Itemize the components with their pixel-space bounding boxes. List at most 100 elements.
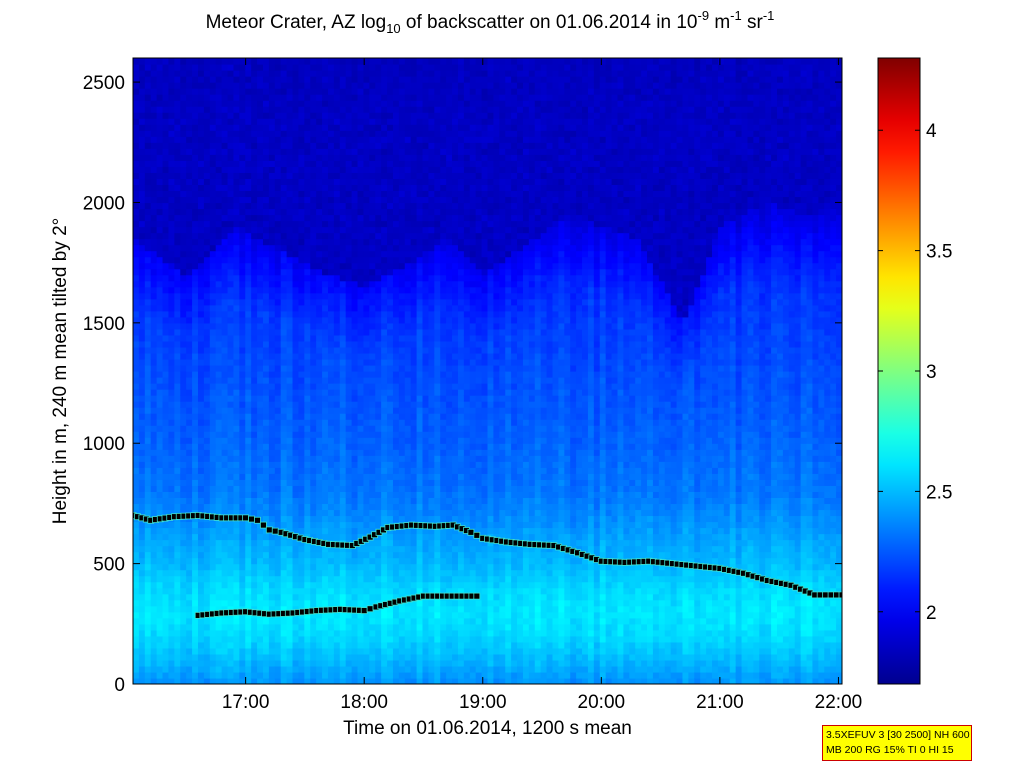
- heatmap-cell: [333, 196, 341, 204]
- heatmap-cell: [233, 196, 240, 204]
- heatmap-cell: [197, 623, 205, 631]
- heatmap-cell: [174, 298, 181, 306]
- heatmap-cell: [168, 605, 175, 613]
- heatmap-cell: [197, 371, 205, 378]
- heatmap-cell: [333, 148, 341, 155]
- heatmap-cell: [357, 316, 365, 324]
- heatmap-cell: [251, 455, 258, 462]
- heatmap-cell: [262, 617, 270, 625]
- heatmap-cell: [257, 298, 264, 306]
- heatmap-cell: [351, 587, 359, 595]
- heatmap-cell: [192, 184, 199, 192]
- heatmap-cell: [351, 611, 359, 619]
- heatmap-cell: [339, 677, 347, 684]
- heatmap-cell: [227, 467, 235, 474]
- heatmap-cell: [410, 413, 418, 420]
- heatmap-cell: [257, 539, 264, 547]
- heatmap-cell: [192, 533, 199, 541]
- heatmap-cell: [221, 473, 229, 480]
- heatmap-cell: [174, 497, 181, 505]
- heatmap-cell: [274, 629, 282, 637]
- heatmap-cell: [203, 298, 211, 306]
- heatmap-cell: [168, 340, 175, 348]
- heatmap-cell: [363, 449, 370, 456]
- heatmap-cell: [168, 154, 175, 161]
- heatmap-cell: [392, 316, 400, 324]
- heatmap-cell: [186, 611, 193, 619]
- heatmap-cell: [310, 665, 317, 673]
- heatmap-cell: [162, 244, 170, 252]
- heatmap-cell: [280, 449, 288, 456]
- heatmap-cell: [209, 124, 217, 131]
- heatmap-cell: [150, 665, 158, 673]
- heatmap-cell: [156, 479, 164, 486]
- heatmap-cell: [404, 419, 412, 426]
- heatmap-cell: [268, 629, 276, 637]
- heatmap-cell: [168, 419, 175, 426]
- heatmap-cell: [144, 611, 152, 619]
- heatmap-cell: [192, 76, 199, 83]
- heatmap-cell: [251, 599, 258, 607]
- heatmap-cell: [150, 256, 158, 264]
- heatmap-cell: [398, 118, 406, 125]
- heatmap-cell: [375, 659, 382, 667]
- heatmap-cell: [239, 635, 246, 643]
- heatmap-cell: [215, 587, 223, 595]
- heatmap-cell: [369, 232, 376, 240]
- heatmap-cell: [262, 407, 270, 414]
- heatmap-cell: [197, 389, 205, 396]
- heatmap-cell: [192, 383, 199, 390]
- heatmap-cell: [144, 268, 152, 276]
- heatmap-cell: [375, 617, 382, 625]
- heatmap-cell: [375, 184, 382, 192]
- heatmap-cell: [381, 473, 388, 480]
- heatmap-cell: [192, 485, 199, 492]
- heatmap-cell: [322, 148, 329, 155]
- heatmap-cell: [233, 274, 240, 282]
- heatmap-cell: [156, 449, 164, 456]
- heatmap-cell: [174, 479, 181, 486]
- heatmap-cell: [233, 130, 240, 137]
- heatmap-cell: [268, 509, 276, 517]
- heatmap-cell: [221, 623, 229, 631]
- heatmap-cell: [398, 100, 406, 107]
- heatmap-cell: [339, 220, 347, 228]
- heatmap-cell: [162, 479, 170, 486]
- heatmap-cell: [345, 250, 353, 258]
- heatmap-cell: [375, 563, 382, 571]
- heatmap-cell: [327, 82, 335, 89]
- heatmap-cell: [233, 142, 240, 149]
- heatmap-cell: [274, 563, 282, 571]
- heatmap-cell: [310, 479, 317, 486]
- heatmap-cell: [245, 677, 252, 684]
- heatmap-cell: [209, 575, 217, 583]
- heatmap-cell: [209, 623, 217, 631]
- heatmap-cell: [381, 455, 388, 462]
- heatmap-cell: [174, 328, 181, 336]
- heatmap-cell: [209, 346, 217, 354]
- heatmap-cell: [363, 521, 370, 529]
- heatmap-cell: [203, 437, 211, 444]
- heatmap-cell: [304, 575, 311, 583]
- heatmap-cell: [186, 635, 193, 643]
- heatmap-cell: [180, 449, 187, 456]
- heatmap-cell: [203, 130, 211, 137]
- heatmap-cell: [197, 635, 205, 643]
- heatmap-cell: [138, 665, 146, 673]
- heatmap-cell: [274, 599, 282, 607]
- heatmap-cell: [280, 413, 288, 420]
- heatmap-cell: [245, 232, 252, 240]
- heatmap-cell: [209, 208, 217, 216]
- heatmap-cell: [192, 593, 199, 601]
- heatmap-cell: [197, 557, 205, 565]
- heatmap-cell: [351, 292, 359, 300]
- heatmap-cell: [292, 551, 300, 559]
- heatmap-cell: [333, 647, 341, 655]
- heatmap-cell: [357, 593, 365, 601]
- heatmap-cell: [298, 455, 305, 462]
- heatmap-cell: [310, 262, 317, 270]
- heatmap-cell: [239, 551, 246, 559]
- heatmap-cell: [369, 346, 376, 354]
- heatmap-cell: [363, 509, 370, 517]
- heatmap-cell: [369, 665, 376, 673]
